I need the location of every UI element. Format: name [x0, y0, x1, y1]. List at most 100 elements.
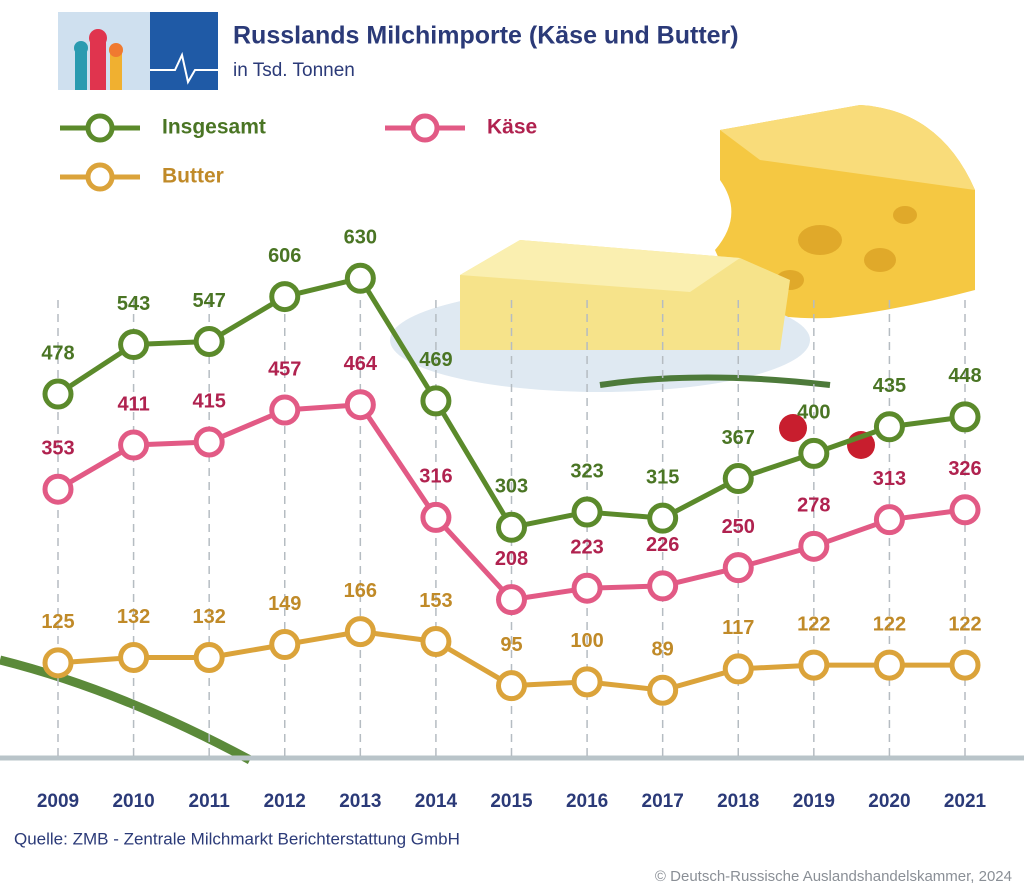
data-label: 100	[570, 630, 603, 652]
data-label: 223	[570, 536, 603, 558]
data-point	[344, 616, 376, 648]
data-point	[949, 401, 981, 433]
data-point	[949, 649, 981, 681]
data-point	[269, 281, 301, 313]
credit: © Deutsch-Russische Auslandshandelskamme…	[655, 868, 1012, 885]
data-label: 316	[419, 466, 452, 488]
logo	[58, 12, 218, 90]
data-point	[647, 570, 679, 602]
x-tick-label: 2015	[490, 791, 533, 812]
x-tick-label: 2018	[717, 791, 759, 812]
data-point	[496, 511, 527, 543]
x-tick-label: 2010	[112, 791, 154, 812]
data-label: 547	[192, 290, 225, 312]
data-label: 326	[948, 458, 981, 480]
data-label: 457	[268, 358, 301, 380]
data-point	[118, 641, 150, 673]
data-label: 125	[41, 611, 74, 633]
data-label: 250	[722, 516, 755, 538]
legend-label: Insgesamt	[162, 116, 266, 139]
data-label: 478	[41, 342, 74, 364]
data-point	[647, 674, 679, 706]
x-tick-label: 2019	[793, 791, 835, 812]
data-point	[873, 649, 905, 681]
data-point	[647, 502, 679, 534]
legend-label: Butter	[162, 165, 224, 188]
data-label: 89	[652, 639, 674, 661]
data-point	[42, 378, 74, 410]
data-point	[118, 329, 150, 361]
x-tick-label: 2017	[642, 791, 684, 812]
data-point	[193, 641, 225, 673]
data-label: 122	[797, 613, 830, 635]
data-label: 132	[192, 606, 225, 628]
data-point	[798, 437, 830, 469]
data-point	[344, 389, 376, 421]
x-tick-label: 2012	[264, 791, 306, 812]
data-point	[269, 394, 301, 426]
data-label: 435	[873, 375, 906, 397]
data-point	[42, 473, 74, 505]
legend-marker	[85, 162, 115, 192]
source: Quelle: ZMB - Zentrale Milchmarkt Berich…	[14, 829, 460, 848]
data-label: 543	[117, 293, 150, 315]
data-label: 208	[495, 548, 528, 570]
data-point	[496, 584, 527, 616]
x-tick-label: 2013	[339, 791, 381, 812]
data-label: 630	[344, 227, 377, 249]
data-label: 606	[268, 245, 301, 267]
data-point	[193, 426, 225, 458]
data-label: 132	[117, 606, 150, 628]
data-label: 117	[722, 617, 754, 639]
data-point	[193, 325, 225, 357]
legend-marker	[85, 113, 115, 143]
data-point	[722, 463, 754, 495]
data-point	[949, 494, 981, 526]
data-point	[798, 649, 830, 681]
data-point	[420, 385, 452, 417]
data-label: 303	[495, 476, 528, 498]
x-tick-label: 2014	[415, 791, 458, 812]
data-point	[42, 647, 74, 679]
data-label: 153	[419, 590, 452, 612]
data-label: 95	[500, 634, 522, 656]
legend-marker	[410, 113, 440, 143]
data-label: 122	[948, 613, 981, 635]
data-label: 323	[570, 460, 603, 482]
data-label: 400	[797, 402, 830, 424]
data-label: 278	[797, 495, 830, 517]
data-point	[571, 572, 603, 604]
x-tick-label: 2009	[37, 791, 79, 812]
data-label: 166	[344, 580, 377, 602]
data-point	[873, 504, 905, 536]
x-tick-label: 2011	[189, 791, 231, 812]
data-point	[496, 670, 527, 702]
data-label: 367	[722, 427, 755, 449]
data-label: 313	[873, 468, 906, 490]
data-point	[873, 411, 905, 443]
data-label: 149	[268, 593, 301, 615]
data-label: 464	[344, 353, 378, 375]
data-point	[344, 262, 376, 294]
data-point	[722, 653, 754, 685]
legend-label: Käse	[487, 116, 537, 139]
data-point	[269, 629, 301, 661]
data-label: 315	[646, 466, 679, 488]
data-point	[571, 666, 603, 698]
data-label: 353	[41, 437, 74, 459]
chart-subtitle: in Tsd. Tonnen	[233, 60, 355, 81]
data-point	[118, 429, 150, 461]
data-label: 448	[948, 365, 981, 387]
data-point	[571, 496, 603, 528]
data-point	[420, 626, 452, 658]
data-point	[722, 552, 754, 584]
data-point	[798, 530, 830, 562]
data-label: 226	[646, 534, 679, 556]
chart-title: Russlands Milchimporte (Käse und Butter)	[233, 22, 739, 50]
data-label: 469	[419, 349, 452, 371]
data-label: 415	[192, 390, 225, 412]
x-tick-label: 2020	[868, 791, 910, 812]
data-label: 411	[117, 393, 149, 415]
x-tick-label: 2016	[566, 791, 608, 812]
